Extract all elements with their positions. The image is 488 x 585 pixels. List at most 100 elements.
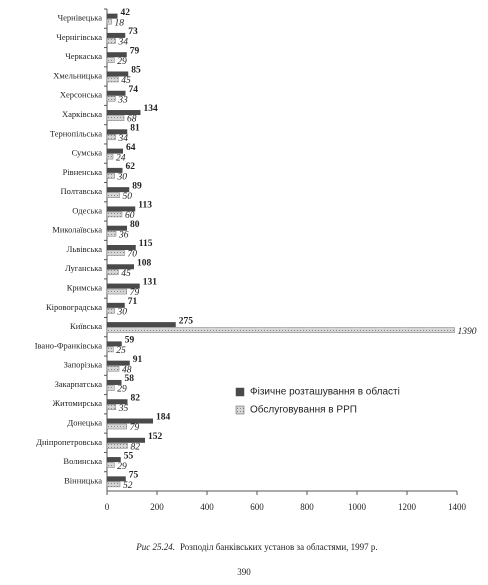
value-label: 184 <box>156 413 171 423</box>
bar <box>107 90 126 96</box>
y-tick-label: Запорізька <box>64 360 103 370</box>
value-label: 1390 <box>458 327 477 337</box>
bar <box>107 360 130 366</box>
bar <box>107 341 122 347</box>
y-tick-label: Кримська <box>67 283 102 293</box>
y-tick-label: Кіровоградська <box>46 302 102 312</box>
bar <box>106 57 115 63</box>
bar <box>107 32 126 38</box>
value-label: 34 <box>118 38 129 48</box>
bar <box>107 399 128 405</box>
bar <box>106 153 114 160</box>
bar <box>106 462 115 468</box>
page-number: 390 <box>237 567 251 577</box>
y-tick-label: Волинська <box>63 456 102 466</box>
bar <box>106 38 116 44</box>
bar <box>107 264 134 270</box>
bar <box>106 269 119 276</box>
value-label: 152 <box>148 432 163 442</box>
x-tick-label: 400 <box>200 502 214 512</box>
y-tick-label: Чернігівська <box>56 32 102 42</box>
y-tick-label: Житомирська <box>53 398 103 408</box>
value-label: 24 <box>116 153 126 163</box>
caption-label: Рис 25.24. <box>135 542 175 552</box>
x-tick-label: 1400 <box>448 502 467 512</box>
y-tick-label: Вінницька <box>64 475 102 485</box>
y-tick-label: Сумська <box>72 148 103 158</box>
value-label: 134 <box>144 104 159 114</box>
bar <box>106 385 115 391</box>
value-label: 48 <box>122 365 132 375</box>
value-label: 34 <box>118 134 129 144</box>
legend-swatch <box>235 387 245 397</box>
bar <box>106 134 116 141</box>
value-label: 29 <box>117 57 127 67</box>
bar <box>106 308 115 314</box>
caption: Розподіл банківських установ за областям… <box>180 542 378 552</box>
value-label: 50 <box>123 192 133 202</box>
value-label: 81 <box>130 124 140 134</box>
bar <box>107 418 153 424</box>
value-label: 108 <box>137 258 152 268</box>
value-label: 82 <box>131 442 141 452</box>
value-label: 73 <box>128 27 138 37</box>
value-label: 30 <box>117 308 128 318</box>
value-label: 45 <box>121 76 131 86</box>
value-label: 55 <box>124 451 134 461</box>
value-label: 30 <box>117 173 128 183</box>
bar <box>107 379 122 385</box>
value-label: 45 <box>121 269 131 279</box>
y-tick-label: Івано-Франківська <box>35 340 103 350</box>
y-tick-label: Хмельницька <box>53 70 102 80</box>
value-label: 75 <box>129 471 139 481</box>
bar <box>106 327 455 333</box>
bar <box>107 245 136 250</box>
bar <box>107 71 129 77</box>
x-tick-label: 1000 <box>348 502 367 512</box>
bar <box>106 211 123 218</box>
bar <box>106 346 114 353</box>
value-label: 35 <box>118 404 129 414</box>
bar <box>106 192 120 198</box>
y-tick-label: Львівська <box>67 244 103 254</box>
y-tick-label: Одеська <box>72 205 102 215</box>
value-label: 275 <box>179 316 194 326</box>
bar <box>107 457 121 463</box>
legend-swatch <box>235 405 245 415</box>
bar <box>107 148 123 154</box>
value-label: 80 <box>130 220 140 230</box>
bar <box>106 250 125 256</box>
bar <box>107 476 126 482</box>
bar <box>106 423 127 430</box>
bar <box>106 115 125 121</box>
value-label: 25 <box>116 346 126 356</box>
value-label: 70 <box>128 250 138 260</box>
bar <box>106 76 119 83</box>
value-label: 131 <box>143 278 158 288</box>
x-tick-label: 200 <box>150 502 164 512</box>
bar <box>107 322 176 328</box>
value-label: 58 <box>125 374 135 384</box>
bar <box>107 52 127 58</box>
bar <box>107 225 127 231</box>
bar <box>106 96 116 102</box>
y-tick-label: Луганська <box>65 263 102 273</box>
y-tick-label: Чернівецька <box>58 13 103 23</box>
x-tick-label: 1200 <box>398 502 417 512</box>
value-label: 89 <box>132 181 142 191</box>
value-label: 79 <box>130 288 140 298</box>
bar <box>107 13 118 19</box>
value-label: 60 <box>125 211 135 221</box>
bar <box>107 283 140 289</box>
bar <box>107 187 130 193</box>
x-tick-label: 0 <box>105 502 110 512</box>
bar <box>107 302 125 308</box>
bar <box>106 230 117 237</box>
y-tick-label: Тернопільська <box>50 128 102 138</box>
value-label: 74 <box>129 85 139 95</box>
value-label: 68 <box>127 115 137 125</box>
value-label: 82 <box>131 393 141 403</box>
y-tick-label: Полтавська <box>61 186 103 196</box>
bar <box>106 288 127 295</box>
bar <box>106 18 112 25</box>
